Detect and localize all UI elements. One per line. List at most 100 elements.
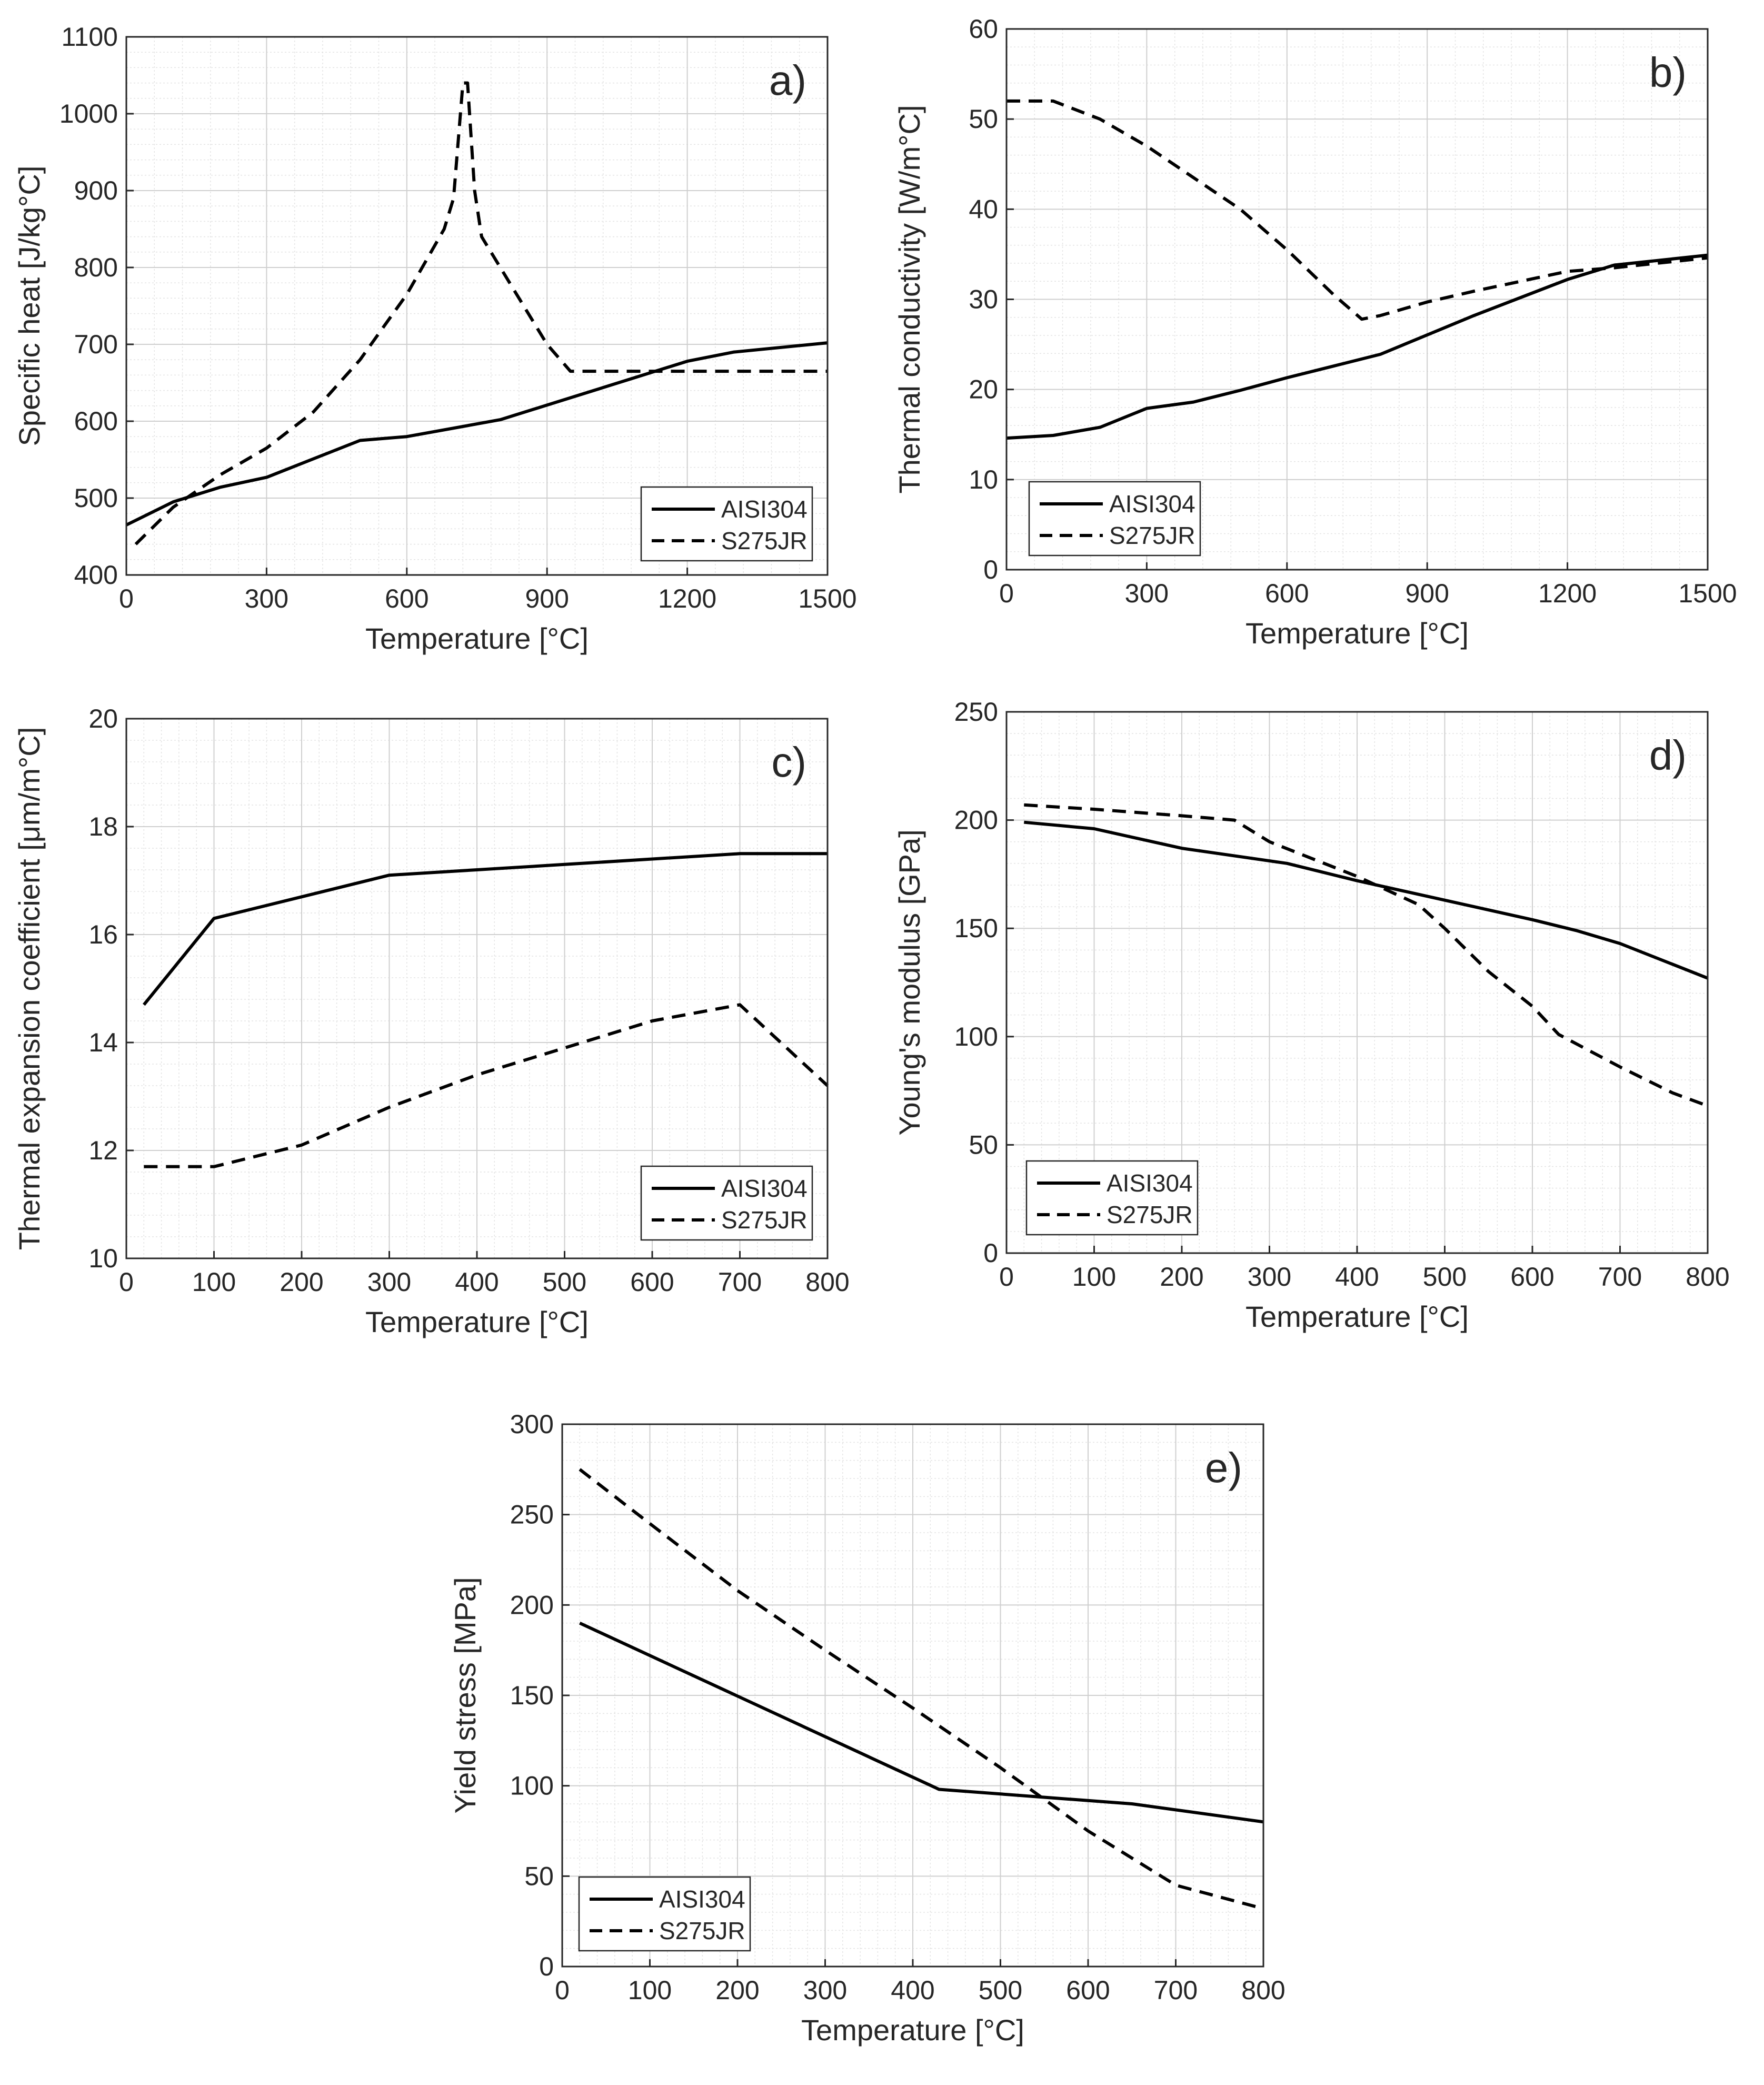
- x-tick-label: 300: [803, 1975, 847, 2005]
- series-line-s275jr: [579, 1468, 1264, 1910]
- legend: AISI304 S275JR: [578, 1876, 751, 1952]
- y-tick-label: 10: [969, 465, 998, 494]
- x-tick-label: 300: [1125, 579, 1169, 608]
- series-line-aisi304: [142, 852, 828, 1006]
- y-tick-label: 600: [74, 406, 118, 436]
- y-tick-label: 1000: [59, 99, 118, 128]
- panel-label: d): [1649, 732, 1687, 779]
- x-tick-label: 700: [1154, 1975, 1198, 2005]
- x-tick-label: 1500: [1678, 579, 1737, 608]
- y-axis-title: Thermal expansion coefficient [μm/m°C]: [13, 727, 46, 1250]
- x-tick-label: 100: [192, 1267, 236, 1297]
- x-tick-label: 500: [543, 1267, 586, 1297]
- legend-label: AISI304: [1109, 490, 1195, 518]
- x-tick-label: 800: [805, 1267, 849, 1297]
- series-line-aisi304: [1006, 253, 1708, 440]
- legend-label: AISI304: [721, 495, 808, 523]
- y-tick-label: 0: [983, 1238, 998, 1268]
- series-line-s275jr: [1024, 803, 1709, 1108]
- panel-label: e): [1205, 1444, 1242, 1491]
- x-tick-label: 1200: [1538, 579, 1597, 608]
- x-tick-label: 0: [555, 1975, 570, 2005]
- x-tick-label: 300: [1248, 1262, 1291, 1292]
- y-tick-label: 30: [969, 285, 998, 314]
- y-tick-label: 250: [954, 697, 998, 727]
- minor-grid: [126, 37, 828, 575]
- series-line-aisi304: [1024, 820, 1709, 980]
- x-tick-label: 600: [1265, 579, 1309, 608]
- x-tick-label: 1500: [798, 584, 856, 613]
- y-axis-title: Yield stress [MPa]: [449, 1577, 482, 1813]
- x-tick-label: 0: [119, 584, 134, 613]
- legend-label: S275JR: [721, 527, 808, 554]
- x-tick-label: 600: [630, 1267, 674, 1297]
- legend-box: [1028, 481, 1201, 557]
- series-line-aisi304: [125, 341, 828, 527]
- x-tick-label: 200: [1160, 1262, 1203, 1292]
- y-tick-label: 20: [88, 704, 118, 733]
- y-tick-label: 16: [88, 920, 118, 949]
- y-tick-label: 200: [954, 806, 998, 835]
- x-tick-label: 700: [718, 1267, 762, 1297]
- x-axis-title: Temperature [°C]: [1245, 617, 1469, 650]
- legend-label: S275JR: [1107, 1201, 1193, 1228]
- legend: AISI304 S275JR: [1025, 1160, 1199, 1236]
- y-tick-label: 150: [954, 914, 998, 943]
- y-axis-title: Thermal conductivity [W/m°C]: [893, 105, 926, 493]
- y-tick-label: 0: [539, 1952, 554, 1981]
- legend: AISI304 S275JR: [640, 1165, 813, 1241]
- y-tick-label: 100: [510, 1771, 554, 1801]
- chart-panel-b: 0 300 600 900 1200 1500 0 10 20 30 40 50 60 Temperatu…: [893, 14, 1737, 650]
- legend-label: AISI304: [1107, 1169, 1193, 1197]
- y-tick-label: 18: [88, 812, 118, 841]
- y-axis-title: Specific heat [J/kg°C]: [13, 166, 46, 446]
- y-tick-label: 40: [969, 194, 998, 224]
- x-tick-label: 500: [979, 1975, 1022, 2005]
- y-tick-label: 10: [88, 1244, 118, 1273]
- legend-box: [640, 486, 813, 562]
- x-tick-label: 400: [891, 1975, 934, 2005]
- chart-panel-e: 0 100 200 300 400 500 600 700 800 0 50 100 150 200 250…: [449, 1409, 1285, 2047]
- y-tick-label: 250: [510, 1500, 554, 1530]
- x-axis-title: Temperature [°C]: [365, 622, 589, 655]
- chart-panel-d: 0 100 200 300 400 500 600 700 800 0 50 100 150 200 250…: [893, 697, 1730, 1333]
- x-tick-label: 200: [715, 1975, 759, 2005]
- series-line-aisi304: [579, 1621, 1264, 1824]
- x-tick-label: 600: [1510, 1262, 1554, 1292]
- y-tick-label: 700: [74, 330, 118, 359]
- chart-panel-a: 0 300 600 900 1200 1500 400 500 600 700 800 900 1000…: [13, 22, 857, 655]
- y-tick-label: 60: [969, 14, 998, 44]
- legend-box: [640, 1165, 813, 1241]
- y-tick-label: 0: [983, 555, 998, 584]
- x-axis-title: Temperature [°C]: [801, 2013, 1024, 2047]
- legend-box: [1025, 1160, 1199, 1236]
- y-tick-label: 100: [954, 1022, 998, 1051]
- y-tick-label: 800: [74, 253, 118, 282]
- legend-label: AISI304: [721, 1175, 808, 1202]
- series-line-s275jr: [134, 81, 828, 545]
- y-tick-label: 50: [524, 1861, 554, 1891]
- x-tick-label: 0: [999, 1262, 1014, 1292]
- x-tick-label: 0: [999, 579, 1014, 608]
- x-tick-label: 100: [628, 1975, 672, 2005]
- panel-label: a): [769, 57, 806, 104]
- x-tick-label: 900: [1405, 579, 1449, 608]
- y-tick-label: 20: [969, 375, 998, 404]
- x-tick-label: 800: [1686, 1262, 1729, 1292]
- x-tick-label: 600: [385, 584, 428, 613]
- y-tick-label: 14: [88, 1028, 118, 1057]
- panel-label: b): [1649, 49, 1687, 96]
- axes-frame: [125, 36, 829, 576]
- x-tick-label: 1200: [658, 584, 716, 613]
- x-tick-label: 0: [119, 1267, 134, 1297]
- x-axis-title: Temperature [°C]: [365, 1305, 589, 1338]
- panel-label: c): [771, 739, 806, 786]
- x-tick-label: 300: [245, 584, 288, 613]
- chart-panel-c: 0 100 200 300 400 500 600 700 800 10 12 14 16 18 20 Tem…: [13, 704, 850, 1338]
- x-tick-label: 700: [1598, 1262, 1642, 1292]
- legend-label: S275JR: [721, 1206, 808, 1234]
- y-tick-label: 150: [510, 1681, 554, 1710]
- y-tick-label: 12: [88, 1136, 118, 1165]
- x-tick-label: 100: [1072, 1262, 1116, 1292]
- legend: AISI304 S275JR: [1028, 481, 1201, 557]
